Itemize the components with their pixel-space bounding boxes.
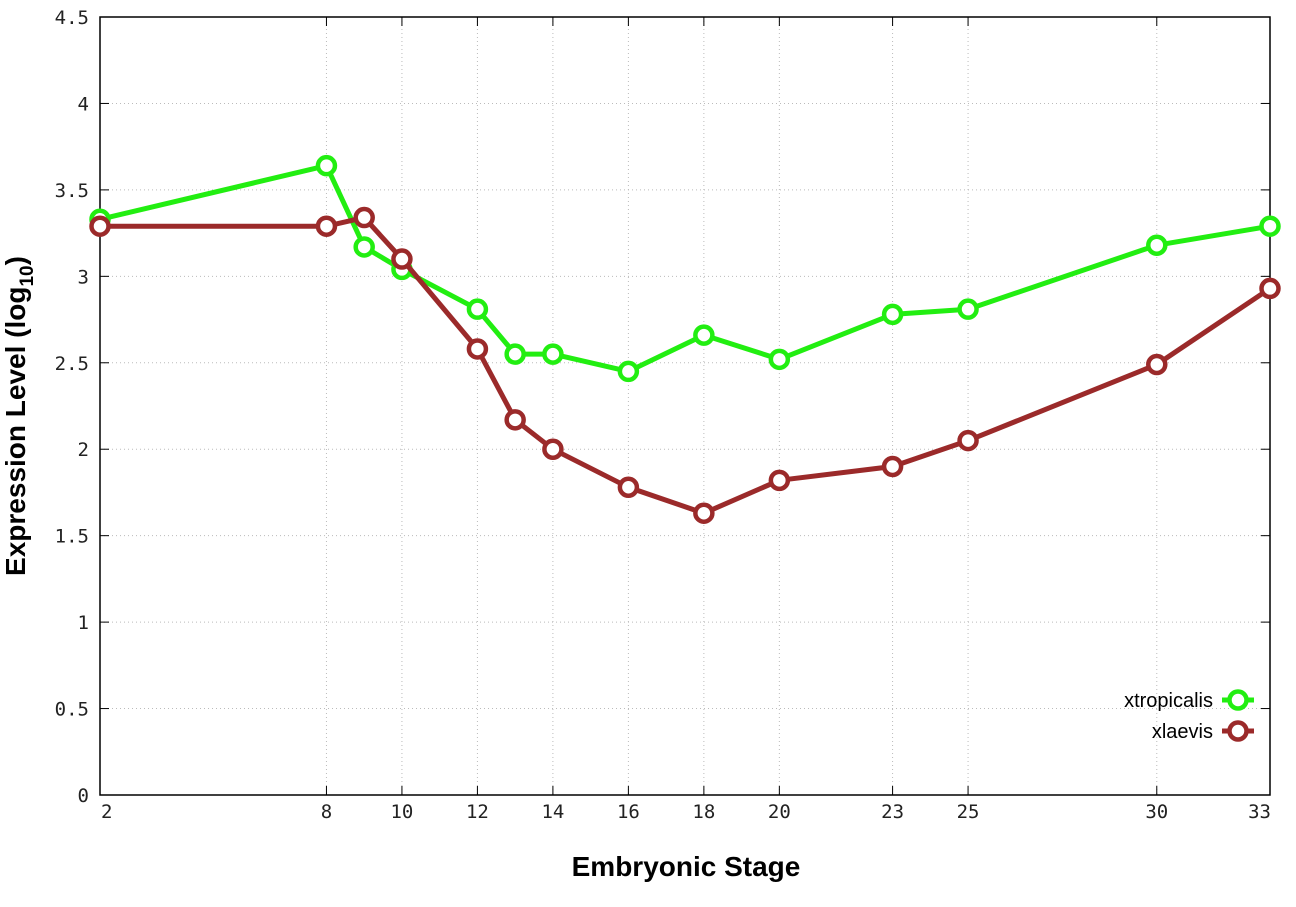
data-point [353, 206, 375, 229]
series-line [100, 215, 1272, 516]
data-point [542, 438, 564, 460]
legend-marker [1227, 689, 1249, 711]
y-tick-label: 4.5 [55, 7, 89, 29]
data-point [617, 360, 640, 383]
plot-area [99, 16, 1271, 796]
y-tick-label: 0 [78, 785, 89, 807]
data-point [315, 154, 338, 177]
legend-marker [1227, 720, 1249, 742]
legend-item-xlaevis: xlaevis [1152, 720, 1254, 743]
y-tick-label: 1 [78, 612, 89, 634]
x-tick-label: 20 [768, 801, 791, 823]
y-tick-label: 3.5 [55, 180, 89, 202]
x-tick-label: 33 [1248, 801, 1271, 823]
y-axis-title-suffix: ) [0, 256, 31, 265]
series-line [99, 163, 1271, 374]
data-point [957, 298, 979, 320]
data-point [957, 429, 979, 452]
y-tick-label: 2.5 [55, 353, 89, 375]
data-point [881, 455, 904, 478]
x-tick-label: 30 [1145, 801, 1168, 823]
x-tick-label: 12 [466, 801, 489, 823]
x-tick-label: 14 [541, 801, 564, 823]
data-point [1146, 234, 1168, 256]
y-tick-label: 4 [78, 93, 89, 115]
data-point [504, 343, 526, 365]
data-point [768, 469, 791, 492]
y-axis: 0 0.5 1 1.5 2 2.5 3 3.5 4 4.5 [55, 7, 1270, 807]
data-point [1259, 215, 1281, 237]
x-tick-label: 23 [881, 801, 904, 823]
legend: xtropicalis xlaevis [1124, 689, 1254, 743]
data-point [504, 409, 526, 431]
data-point [768, 348, 791, 371]
x-axis: 2 8 10 12 14 16 18 20 23 25 30 33 [99, 17, 1271, 823]
data-point [542, 343, 564, 365]
x-tick-label: 25 [957, 801, 980, 823]
data-point [466, 298, 489, 320]
x-tick-label: 18 [692, 801, 715, 823]
x-tick-label: 10 [390, 801, 413, 823]
x-tick-label: 16 [617, 801, 640, 823]
x-tick-label: 2 [101, 801, 112, 823]
data-point [1259, 277, 1281, 300]
series-xtropicalis [89, 154, 1281, 383]
series-xlaevis [89, 206, 1281, 524]
data-point [353, 236, 375, 258]
data-point [391, 248, 413, 270]
y-axis-title: Expression Level (log10) [0, 256, 38, 576]
data-point [1146, 353, 1168, 376]
grid [100, 17, 1270, 795]
x-axis-title: Embryonic Stage [572, 851, 801, 882]
data-point [89, 215, 111, 237]
legend-label: xlaevis [1152, 721, 1213, 743]
y-tick-label: 0.5 [55, 699, 89, 721]
y-tick-label: 2 [78, 439, 89, 461]
data-point [466, 338, 489, 360]
data-point [617, 476, 640, 499]
legend-label: xtropicalis [1124, 690, 1213, 712]
data-point [881, 303, 904, 326]
series [89, 154, 1281, 524]
data-point [693, 324, 715, 346]
data-point [315, 215, 338, 237]
data-point [693, 502, 715, 524]
y-tick-label: 3 [78, 266, 89, 288]
legend-item-xtropicalis: xtropicalis [1124, 689, 1254, 712]
x-tick-label: 8 [321, 801, 332, 823]
y-axis-title-subscript: 10 [17, 265, 38, 286]
y-axis-title-main: Expression Level (log [0, 287, 31, 576]
y-tick-label: 1.5 [55, 526, 89, 548]
